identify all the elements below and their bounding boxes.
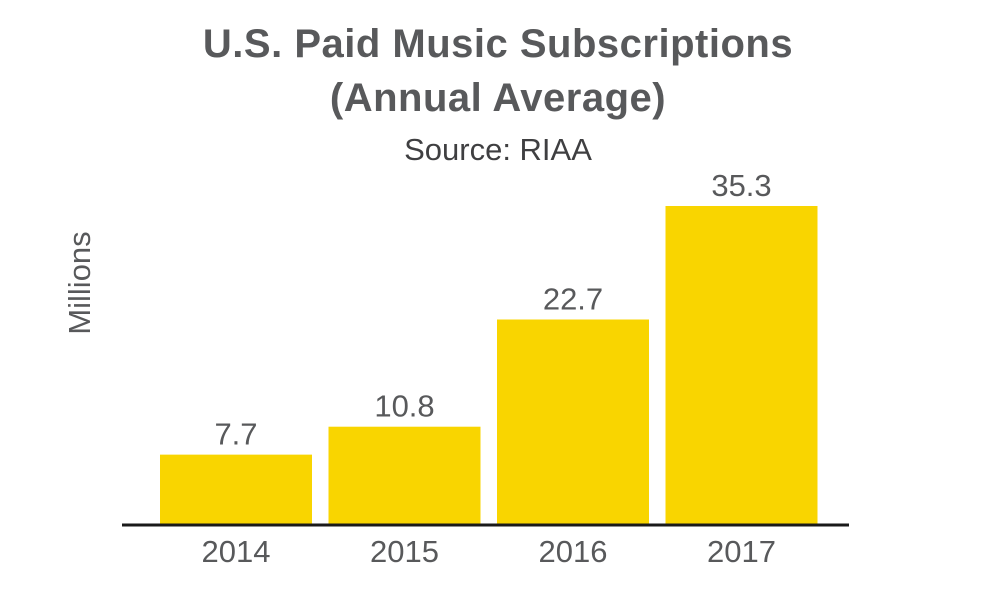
bar-2017	[665, 206, 818, 524]
data-label-2016: 22.7	[543, 282, 603, 317]
data-label-2015: 10.8	[374, 389, 434, 424]
x-tick-label-2015: 2015	[370, 534, 439, 569]
x-tick-label-2017: 2017	[707, 534, 776, 569]
bar-2015	[328, 426, 481, 524]
data-label-2017: 35.3	[711, 168, 771, 203]
data-label-2014: 7.7	[214, 417, 257, 452]
bar-2014	[160, 454, 312, 524]
chart-subtitle: Source: RIAA	[404, 132, 592, 167]
x-tick-label-2014: 2014	[202, 534, 271, 569]
x-tick-label-2016: 2016	[539, 534, 608, 569]
chart-title-line-1: U.S. Paid Music Subscriptions	[202, 22, 794, 66]
bar-2016	[497, 319, 649, 524]
chart-title-line-2: (Annual Average)	[329, 76, 667, 120]
